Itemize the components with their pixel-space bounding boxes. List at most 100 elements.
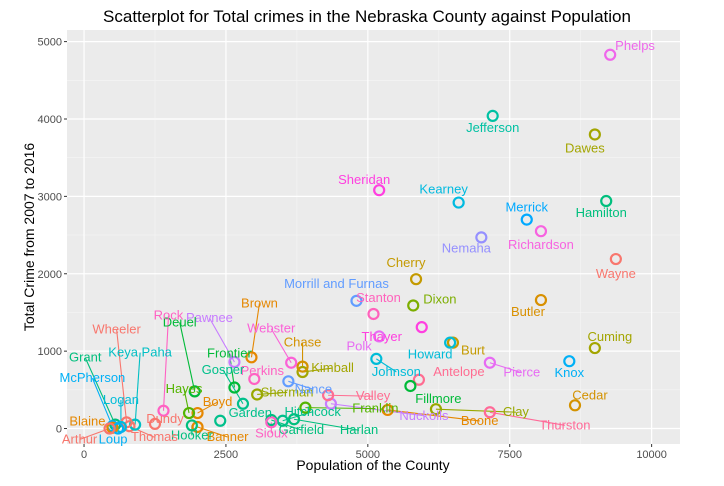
data-point-merrick [520,213,533,226]
data-point-sioux [265,416,278,429]
data-point-deuel [188,385,201,398]
point-label-cuming: Cuming [587,329,632,344]
point-label-nemaha: Nemaha [442,240,492,255]
data-point-chase [296,360,309,373]
point-label-arthur: Arthur [62,432,98,447]
point-label-phelps: Phelps [615,38,655,53]
point-label-nuckolls: Nuckolls [399,408,449,423]
data-point-thayer [415,321,428,334]
point-label-knox: Knox [554,365,584,380]
data-point-banner [191,420,204,434]
leader-line-rock [162,315,170,411]
grid-lines [67,30,680,444]
data-point-brown [245,351,258,364]
data-point-cherry [409,273,423,286]
data-point-dixon [407,299,420,312]
leader-line-wheeler [116,329,128,423]
data-point-richardson [534,225,548,238]
data-point-cedar [568,399,582,412]
y-tick-label: 4000 [38,114,62,126]
leader-line-grant [84,357,116,425]
point-label-sioux: Sioux [255,425,288,440]
x-axis-title: Population of the County [296,457,449,473]
data-point-phelps [604,48,617,61]
point-label-cherry: Cherry [387,255,427,270]
data-point-harlan [287,413,301,426]
point-label-thurston: Thurston [539,417,590,432]
data-point-dawes [588,128,601,141]
point-label-grant: Grant [69,350,102,365]
leader-line-johnson [376,358,397,373]
data-point-gosper [236,397,250,410]
data-point-pawnee [228,355,241,369]
point-label-jefferson: Jefferson [466,120,519,135]
data-point-nemaha [475,231,488,244]
point-label-perkins: Perkins [241,363,285,378]
point-label-sherman: Sherman [261,384,314,399]
x-tick-label: 5000 [356,449,380,461]
data-point-cuming [588,341,601,355]
point-label-burt: Burt [461,343,485,358]
point-label-frontier: Frontier [207,346,252,361]
y-tick-label: 5000 [38,37,62,49]
data-point-sherman [251,388,264,401]
point-label-franklin: Franklin [352,401,398,416]
data-points [103,48,622,435]
leader-line-nuckolls [330,403,425,417]
point-label-rock: Rock [154,308,184,323]
point-label-garfield: Garfield [279,422,325,437]
data-point-valley [321,389,335,402]
point-label-hitchcock: Hitchcock [285,404,342,419]
point-labels: Phelps Jefferson Dawes Sheridan Kearney Hamil… [60,38,656,447]
point-label-fillmore: Fillmore [415,391,461,406]
point-label-brown: Brown [241,295,278,310]
point-label-blaine: Blaine [69,414,105,429]
point-label-thayer: Thayer [362,329,403,344]
point-label-johnson: Johnson [372,364,421,379]
point-label-chase: Chase [284,335,322,350]
point-label-hayes: Hayes [166,381,203,396]
point-label-richardson: Richardson [508,237,574,252]
point-label-clay: Clay [503,404,530,419]
data-point-kimball [296,365,309,379]
point-label-wayne: Wayne [596,266,636,281]
leader-line-boone [387,409,480,422]
point-label-nance: Nance [295,381,333,396]
data-point-franklin [299,401,312,414]
data-point-butler [534,293,548,307]
point-label-gosper: Gosper [202,362,245,377]
data-point-boyd [191,406,204,420]
point-label-cedar: Cedar [572,387,608,402]
point-label-hamilton: Hamilton [576,205,627,220]
point-label-mcpherson: McPherson [60,370,126,385]
data-point-hooker [185,419,198,432]
data-point-polk [373,330,386,343]
y-tick-label: 0 [56,424,62,436]
point-label-pierce: Pierce [503,365,540,380]
plot-panel [67,30,680,444]
point-label-garden: Garden [229,405,272,420]
x-axis-ticks: 0 2500 5000 7500 10000 [81,444,667,461]
point-label-stanton: Stanton [356,290,401,305]
data-point-nance [282,375,295,388]
data-point-clay [429,403,443,416]
data-point-pierce [483,356,496,369]
point-label-kimball: Kimball [311,360,354,375]
point-label-wheeler: Wheeler [92,321,141,336]
x-tick-label: 10000 [636,449,667,461]
leader-line-clay [435,408,516,413]
data-point-howard [444,336,457,349]
leader-line-mcpherson [91,377,113,427]
data-point-hamilton [600,194,613,208]
point-label-valley: Valley [356,388,391,403]
point-label-dundy: Dundy [146,411,184,426]
y-axis-ticks: 0 1000 2000 3000 4000 5000 [38,37,67,436]
chart-title: Scatterplot for Total crimes in the Nebr… [103,7,631,26]
leader-line-webster [270,328,292,364]
data-point-sheridan [373,184,386,197]
data-point-stanton [367,307,380,321]
point-label-polk: Polk [347,338,373,353]
y-tick-label: 3000 [38,191,62,203]
data-point-perkins [248,372,261,386]
